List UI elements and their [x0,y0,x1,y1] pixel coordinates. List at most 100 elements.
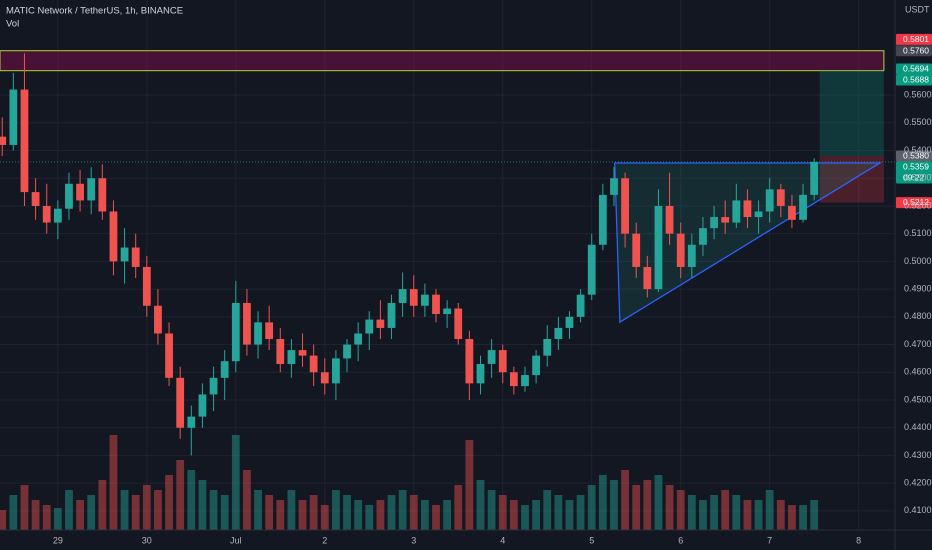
candle-body [98,178,107,212]
candle-body [0,136,7,145]
x-tick-label: 3 [411,535,416,545]
volume-bar [265,495,274,530]
candle-body [621,178,629,234]
volume-bar [243,470,251,530]
volume-bar [465,440,474,530]
candle-body [799,194,807,220]
candle-body [454,308,463,340]
volume-bar [810,500,819,530]
drawing-layer [0,50,895,324]
candle-body [120,247,129,262]
volume-bar [443,500,452,530]
volume-bar [320,505,329,530]
candle-body [109,211,118,262]
volume-bar [176,460,185,530]
volume-bar [754,500,763,530]
candle-body [365,319,374,334]
volume-bar [287,490,296,530]
candle-body [9,89,18,145]
volume-label: Vol [6,19,19,30]
volume-bar [98,480,107,530]
candle-body [699,228,707,245]
price-countdown: 09:22 [903,172,925,182]
volume-bar [87,495,96,530]
volume-bar [487,490,496,530]
volume-bar [532,500,541,530]
volume-bar [598,475,607,530]
price-label-box [896,63,932,75]
candle-body [243,302,251,345]
candle-body [654,205,663,290]
volume-bar [220,495,229,530]
y-tick-label: 0.4800 [904,311,932,321]
y-tick-label: 0.4100 [904,505,932,515]
volume-bar [31,500,40,530]
candle-body [187,416,196,428]
candle-body [521,375,529,387]
volume-bar [354,500,363,530]
x-tick-label: 29 [53,535,63,545]
volume-bar [699,500,707,530]
x-tick-label: Jul [230,535,242,545]
price-label: 0.5801 [903,34,929,44]
y-tick-label: 0.5200 [904,200,932,210]
position-stop [819,156,884,203]
candle-body [176,377,185,428]
candle-body [565,316,574,328]
volume-bar [109,435,118,530]
candle-body [142,266,151,306]
volume-bar [209,490,218,530]
volume-bar [776,500,785,530]
x-tick-label: 30 [142,535,152,545]
volume-bar [454,485,463,530]
volume-bar [432,505,440,530]
x-tick-label: 5 [589,535,594,545]
volume-bar [198,480,207,530]
volume-bar [565,500,574,530]
candle-body [754,211,763,218]
volume-bar [187,470,196,530]
x-tick-label: 8 [856,535,861,545]
candle-body [298,350,307,356]
candle-body [209,377,218,395]
price-label: 0.5760 [903,45,929,55]
volume-bar [543,490,552,530]
candle-body [220,361,229,378]
candle-body [65,183,73,209]
price-label: 0.5694 [903,64,929,74]
candle-body [154,305,162,334]
volume-bar [621,470,629,530]
volume-bar [743,500,752,530]
candle-body [198,394,207,417]
candle-body [320,372,329,384]
volume-bar [120,490,129,530]
price-label-box [896,161,932,184]
candle-body [721,217,730,223]
candle-body [231,302,240,362]
candle-body [732,200,741,223]
volume-bar [554,495,563,530]
candle-body [76,183,84,201]
volume-bar [9,495,18,530]
volume-bar [420,500,429,530]
price-label: 0.5380 [903,151,929,161]
marks-layer [0,53,819,530]
price-label: 0.5359 [903,162,929,172]
candle-body [576,294,585,317]
y-tick-label: 0.5400 [904,145,932,155]
price-label: 0.5688 [903,75,929,85]
candle-body [287,350,296,364]
candle-body [343,344,351,359]
candle-body [87,178,96,201]
volume-bar [76,500,84,530]
volume-bar [788,505,796,530]
y-tick-label: 0.4400 [904,422,932,432]
candle-body [53,208,62,223]
candle-body [487,350,496,364]
volume-bar [409,495,418,530]
volume-bar [276,500,285,530]
volume-bar [721,490,730,530]
y-tick-label: 0.5100 [904,228,932,238]
